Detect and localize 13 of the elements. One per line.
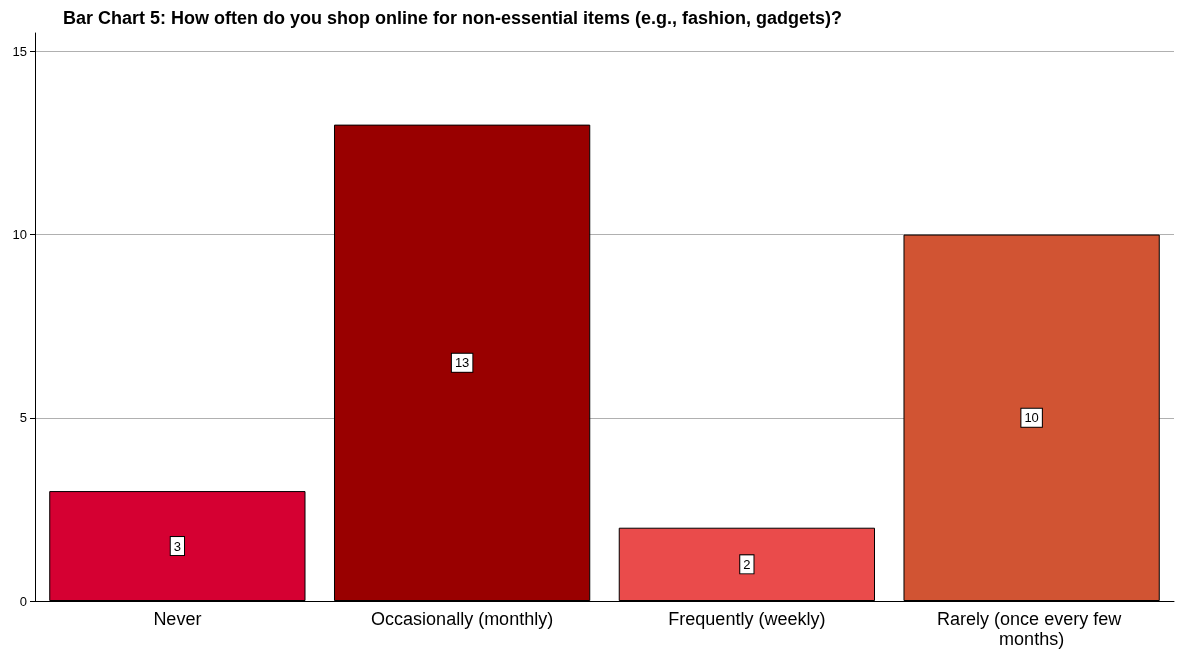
- y-tick-label: 15: [12, 43, 27, 59]
- x-tick-label: Occasionally (monthly): [371, 609, 554, 629]
- y-tick-label: 10: [12, 227, 27, 243]
- chart-title: Bar Chart 5: How often do you shop online for non-essential items (e.g., fashion, gadgets)?: [63, 8, 843, 28]
- data-label: 13: [454, 355, 470, 371]
- data-label: 10: [1024, 410, 1039, 426]
- x-tick-label: Never: [153, 609, 202, 629]
- x-tick-label: Rarely (once every few months): [937, 609, 1127, 649]
- data-label: 3: [173, 538, 181, 554]
- y-tick-label: 0: [19, 593, 27, 609]
- data-label: 2: [743, 556, 751, 572]
- x-tick-label: Frequently (weekly): [668, 609, 826, 629]
- y-tick-label: 5: [19, 410, 27, 426]
